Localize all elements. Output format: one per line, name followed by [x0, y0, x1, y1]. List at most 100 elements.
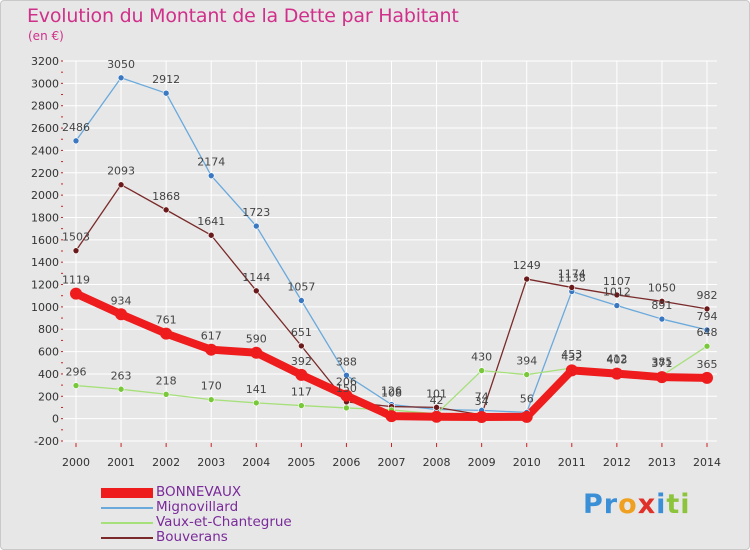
- y-tick-label: 0: [52, 413, 59, 426]
- data-label: 1057: [287, 281, 315, 294]
- y-tick-label: -200: [34, 435, 59, 448]
- data-point: [703, 305, 711, 313]
- data-point: [385, 410, 398, 423]
- data-label: 432: [561, 350, 582, 363]
- data-label: 392: [291, 355, 312, 368]
- x-tick-label: 2014: [693, 456, 721, 469]
- data-point: [70, 287, 82, 300]
- data-label: 453: [561, 348, 582, 361]
- data-point: [565, 364, 578, 377]
- data-label: 403: [606, 354, 627, 367]
- data-label: 34: [475, 395, 489, 408]
- x-tick-label: 2011: [558, 456, 586, 469]
- data-point: [117, 385, 125, 393]
- legend-label: Bouverans: [156, 529, 228, 545]
- data-label: 982: [697, 289, 718, 302]
- logo-letter: o: [618, 489, 638, 520]
- data-point: [207, 231, 215, 239]
- data-point: [72, 247, 80, 254]
- data-label: 126: [381, 385, 402, 398]
- data-point: [205, 343, 218, 356]
- data-label: 1119: [62, 274, 90, 287]
- y-tick-label: 1400: [31, 256, 59, 269]
- data-label: 891: [651, 299, 672, 312]
- data-label: 108: [381, 387, 402, 400]
- y-tick-label: 200: [38, 390, 59, 403]
- data-point: [478, 367, 485, 374]
- y-tick-label: 800: [38, 323, 59, 336]
- y-tick-label: 1200: [31, 279, 59, 292]
- y-tick-label: 1600: [31, 234, 59, 247]
- data-point: [430, 410, 443, 423]
- data-label: 2174: [197, 156, 225, 169]
- legend-swatch: [101, 507, 153, 509]
- x-tick-label: 2005: [287, 456, 315, 469]
- data-label: 101: [426, 387, 447, 400]
- data-point: [298, 402, 305, 409]
- data-label: 170: [201, 380, 222, 393]
- data-point: [160, 327, 173, 340]
- data-point: [658, 315, 666, 323]
- logo-letter: r: [603, 489, 619, 520]
- data-label: 1050: [648, 281, 676, 294]
- data-label: 412: [606, 353, 627, 366]
- x-tick-label: 2007: [378, 456, 406, 469]
- x-tick-label: 2000: [62, 456, 90, 469]
- data-point: [433, 404, 440, 411]
- data-label: 263: [111, 369, 132, 382]
- data-point: [520, 410, 533, 423]
- data-label: 794: [697, 310, 718, 323]
- data-point: [568, 284, 576, 291]
- y-tick-label: 2600: [31, 122, 59, 135]
- x-tick-label: 2012: [603, 456, 631, 469]
- y-tick-label: 3000: [31, 77, 59, 90]
- data-point: [162, 390, 170, 398]
- logo-letter: x: [637, 489, 657, 520]
- data-label: 2912: [152, 73, 180, 86]
- data-point: [298, 342, 305, 350]
- x-tick-label: 2001: [107, 456, 135, 469]
- data-label: 1174: [558, 267, 586, 280]
- logo-letter: i: [656, 489, 667, 520]
- legend-swatch: [101, 522, 153, 524]
- data-label: 761: [156, 314, 177, 327]
- data-point: [343, 371, 350, 379]
- x-tick-label: 2003: [197, 456, 225, 469]
- data-point: [207, 396, 215, 403]
- data-label: 651: [291, 326, 312, 339]
- logo-letter: i: [680, 489, 691, 520]
- x-tick-label: 2002: [152, 456, 180, 469]
- data-point: [658, 297, 666, 305]
- data-label: 394: [516, 355, 537, 368]
- data-point: [298, 297, 305, 304]
- data-point: [655, 371, 668, 384]
- data-label: 1641: [197, 215, 225, 228]
- y-tick-label: 600: [38, 346, 59, 359]
- data-label: 1723: [242, 206, 270, 219]
- x-tick-label: 2013: [648, 456, 676, 469]
- data-point: [117, 181, 125, 189]
- data-label: 2093: [107, 165, 135, 178]
- data-label: 3050: [107, 58, 135, 71]
- data-point: [610, 367, 623, 380]
- data-point: [252, 287, 260, 295]
- data-point: [340, 389, 353, 402]
- data-point: [523, 371, 531, 378]
- data-label: 74: [475, 390, 489, 403]
- plot-area: [63, 61, 717, 441]
- data-label: 934: [111, 294, 132, 307]
- data-label: 365: [697, 358, 718, 371]
- data-point: [252, 399, 260, 407]
- legend-label: Mignovillard: [156, 499, 239, 515]
- x-tick-label: 2010: [513, 456, 541, 469]
- data-point: [252, 222, 260, 230]
- data-point: [703, 342, 711, 350]
- x-tick-label: 2004: [242, 456, 270, 469]
- data-label: 2486: [62, 121, 90, 134]
- data-label: 1868: [152, 190, 180, 203]
- data-point: [703, 326, 711, 334]
- x-tick-label: 2006: [332, 456, 360, 469]
- data-label: 42: [430, 394, 444, 407]
